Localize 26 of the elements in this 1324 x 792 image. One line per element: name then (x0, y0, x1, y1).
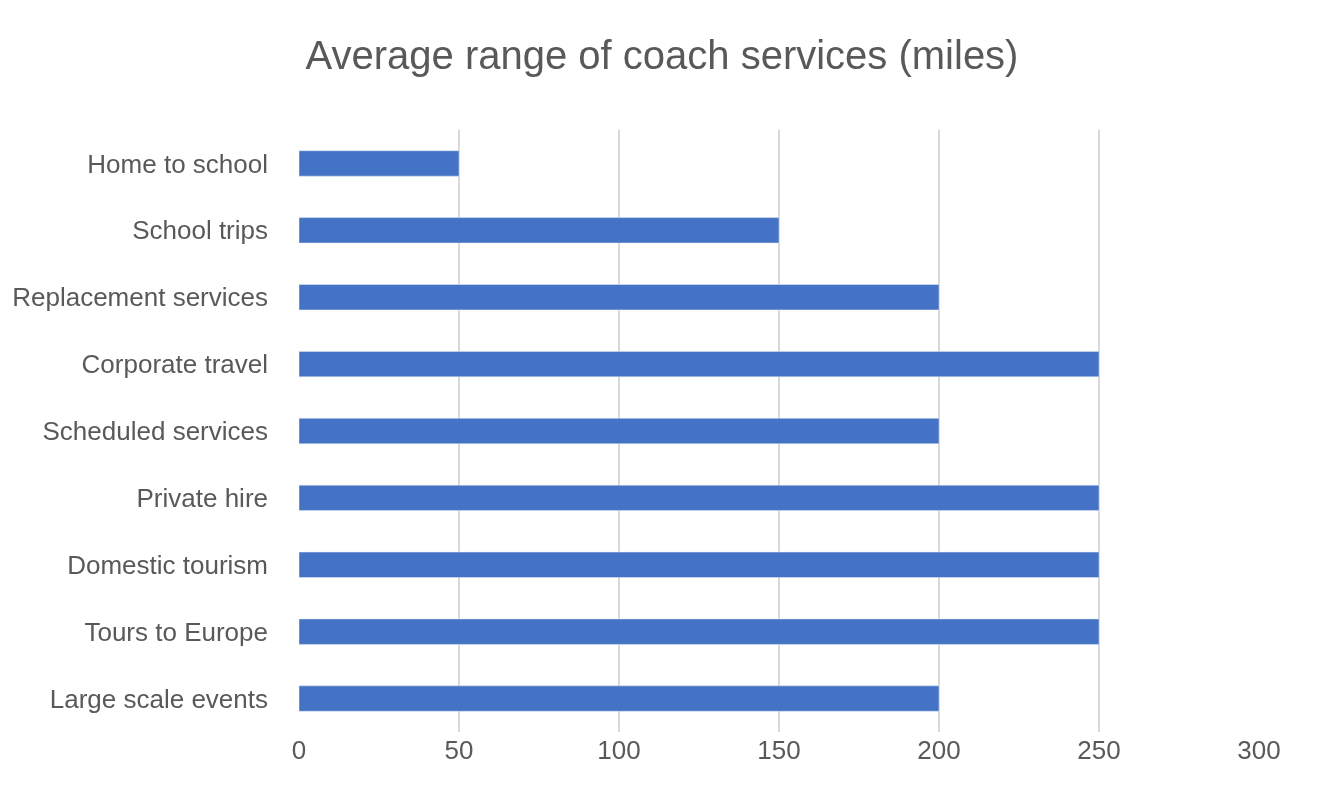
bar (299, 551, 1100, 578)
y-tick-label: Domestic tourism (67, 549, 268, 580)
x-tick-label: 50 (444, 735, 474, 765)
bar (299, 351, 1100, 378)
x-tick-label: 100 (597, 735, 641, 765)
bar (299, 284, 940, 311)
x-tick-label: 150 (757, 735, 801, 765)
x-tick-label: 0 (291, 735, 307, 765)
chart-title: Average range of coach services (miles) (305, 33, 1019, 78)
y-tick-label: Large scale events (49, 683, 268, 714)
bar (299, 685, 940, 712)
bar (299, 217, 780, 244)
y-tick-label: Scheduled services (42, 416, 268, 447)
x-tick-label: 300 (1237, 735, 1281, 765)
x-tick-label: 250 (1077, 735, 1121, 765)
x-tick-label: 200 (917, 735, 961, 765)
y-tick-label: Tours to Europe (84, 616, 268, 647)
y-tick-label: Corporate travel (81, 349, 268, 380)
bar (299, 618, 1100, 645)
y-tick-label: Replacement services (12, 282, 268, 313)
y-tick-label: Home to school (87, 148, 268, 179)
y-tick-label: School trips (132, 215, 268, 246)
bar (299, 484, 1100, 511)
bar (299, 150, 460, 177)
bar (299, 418, 940, 444)
y-tick-label: Private hire (136, 482, 268, 513)
